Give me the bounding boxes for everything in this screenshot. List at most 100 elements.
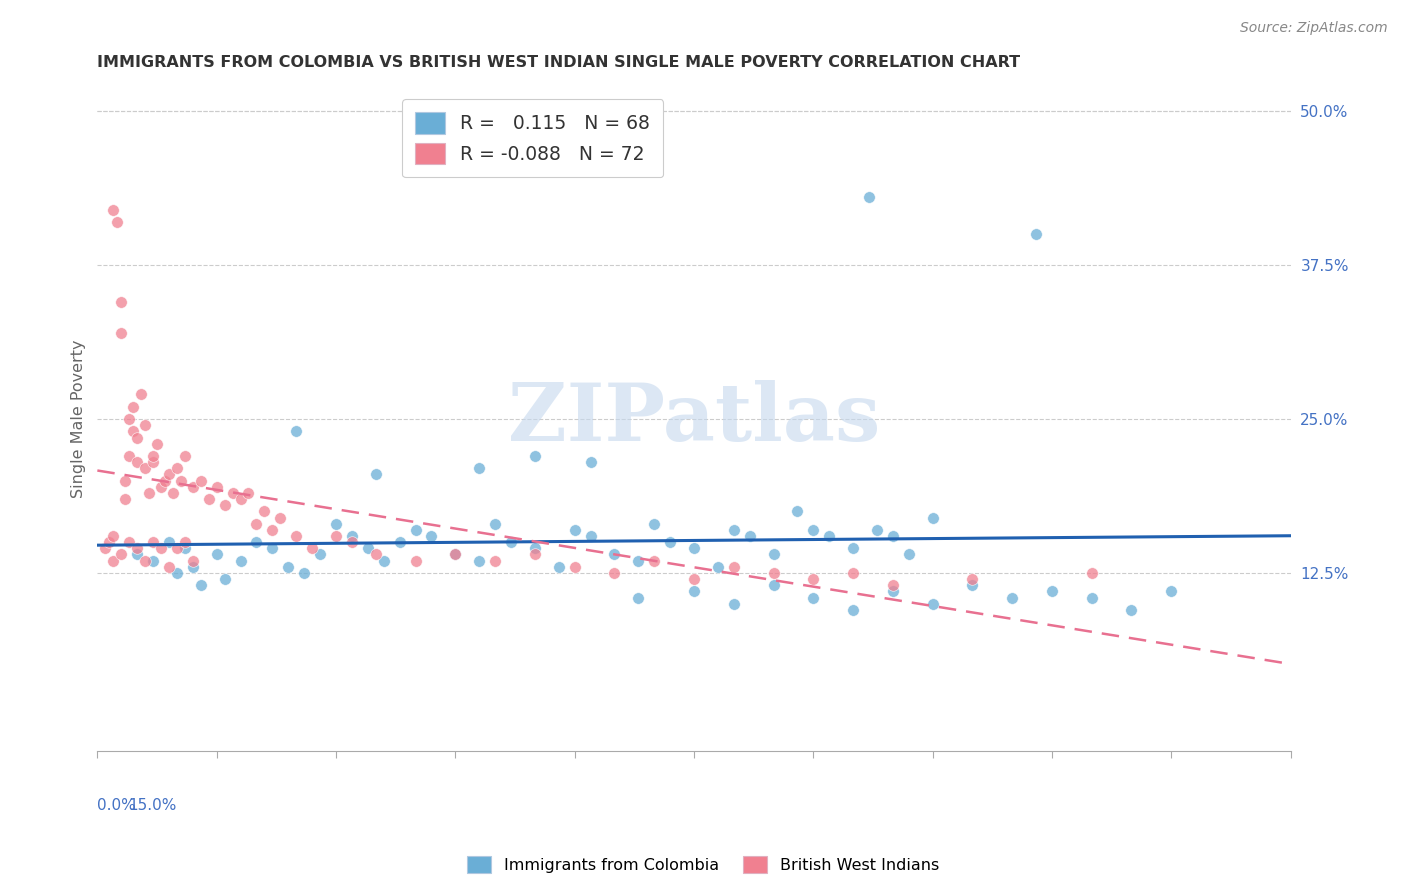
Text: ZIPatlas: ZIPatlas — [508, 380, 880, 458]
Point — [1160, 584, 1182, 599]
Point — [162, 486, 184, 500]
Point — [882, 529, 904, 543]
Point — [921, 597, 943, 611]
Point — [866, 523, 889, 537]
Point — [122, 425, 145, 439]
Point — [962, 578, 984, 592]
Point — [579, 455, 602, 469]
Y-axis label: Single Male Poverty: Single Male Poverty — [72, 340, 86, 499]
Point — [166, 566, 188, 580]
Text: 15.0%: 15.0% — [128, 798, 177, 813]
Point — [405, 554, 427, 568]
Point — [723, 523, 745, 537]
Point — [110, 295, 132, 310]
Point — [134, 418, 156, 433]
Point — [214, 498, 236, 512]
Point — [340, 535, 363, 549]
Point — [420, 529, 443, 543]
Point — [229, 554, 252, 568]
Point — [564, 559, 586, 574]
Point — [157, 559, 180, 574]
Point — [190, 474, 212, 488]
Point — [292, 566, 315, 580]
Point — [1080, 591, 1102, 605]
Point — [150, 480, 173, 494]
Point — [723, 559, 745, 574]
Point — [603, 548, 626, 562]
Point — [897, 548, 920, 562]
Point — [1080, 566, 1102, 580]
Text: 0.0%: 0.0% — [97, 798, 136, 813]
Point — [245, 516, 267, 531]
Point — [134, 461, 156, 475]
Text: Source: ZipAtlas.com: Source: ZipAtlas.com — [1240, 21, 1388, 35]
Point — [388, 535, 411, 549]
Point — [205, 480, 228, 494]
Point — [882, 584, 904, 599]
Point — [882, 578, 904, 592]
Point — [173, 541, 195, 556]
Point — [762, 578, 785, 592]
Point — [253, 504, 276, 518]
Point — [627, 554, 650, 568]
Point — [114, 474, 136, 488]
Legend: Immigrants from Colombia, British West Indians: Immigrants from Colombia, British West I… — [461, 849, 945, 880]
Point — [707, 559, 730, 574]
Point — [142, 535, 165, 549]
Point — [962, 572, 984, 586]
Point — [197, 491, 219, 506]
Point — [786, 504, 808, 518]
Point — [262, 541, 284, 556]
Point — [1040, 584, 1063, 599]
Point — [157, 467, 180, 482]
Point — [683, 572, 706, 586]
Point — [127, 541, 149, 556]
Point — [103, 554, 125, 568]
Point — [269, 510, 291, 524]
Point — [285, 425, 308, 439]
Point — [170, 474, 193, 488]
Point — [484, 554, 506, 568]
Point — [301, 541, 323, 556]
Point — [238, 486, 260, 500]
Point — [738, 529, 761, 543]
Point — [1025, 227, 1047, 242]
Point — [801, 523, 824, 537]
Point — [523, 541, 546, 556]
Point — [842, 566, 865, 580]
Point — [127, 430, 149, 444]
Point — [818, 529, 841, 543]
Point — [523, 548, 546, 562]
Point — [122, 400, 145, 414]
Point — [499, 535, 522, 549]
Point — [94, 541, 117, 556]
Point — [468, 554, 491, 568]
Point — [166, 461, 188, 475]
Point — [373, 554, 395, 568]
Point — [103, 529, 125, 543]
Point — [142, 449, 165, 463]
Point — [153, 474, 176, 488]
Point — [166, 541, 188, 556]
Point — [157, 535, 180, 549]
Point — [858, 190, 880, 204]
Point — [1001, 591, 1024, 605]
Point — [127, 455, 149, 469]
Point — [364, 548, 387, 562]
Point — [285, 529, 308, 543]
Point — [801, 572, 824, 586]
Point — [643, 516, 665, 531]
Point — [325, 529, 347, 543]
Point — [110, 548, 132, 562]
Text: IMMIGRANTS FROM COLOMBIA VS BRITISH WEST INDIAN SINGLE MALE POVERTY CORRELATION : IMMIGRANTS FROM COLOMBIA VS BRITISH WEST… — [97, 55, 1021, 70]
Point — [603, 566, 626, 580]
Point — [627, 591, 650, 605]
Legend: R =   0.115   N = 68, R = -0.088   N = 72: R = 0.115 N = 68, R = -0.088 N = 72 — [402, 99, 664, 178]
Point — [221, 486, 243, 500]
Point — [142, 554, 165, 568]
Point — [357, 541, 380, 556]
Point — [146, 436, 169, 450]
Point — [118, 535, 141, 549]
Point — [245, 535, 267, 549]
Point — [762, 566, 785, 580]
